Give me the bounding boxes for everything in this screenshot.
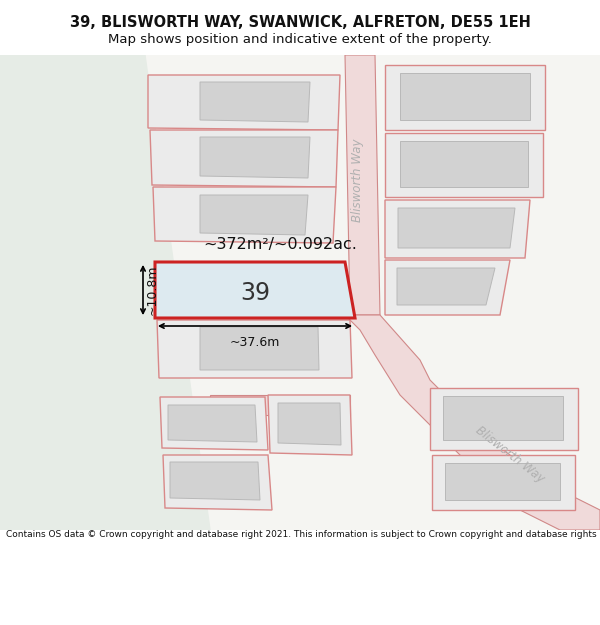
Text: Map shows position and indicative extent of the property.: Map shows position and indicative extent… [108,33,492,46]
Polygon shape [150,130,338,187]
Polygon shape [157,320,352,378]
Polygon shape [200,137,310,178]
Text: 39, BLISWORTH WAY, SWANWICK, ALFRETON, DE55 1EH: 39, BLISWORTH WAY, SWANWICK, ALFRETON, D… [70,15,530,30]
Polygon shape [345,315,600,530]
Text: ~372m²/~0.092ac.: ~372m²/~0.092ac. [203,238,357,252]
Polygon shape [155,262,355,318]
Polygon shape [153,187,336,243]
Polygon shape [168,405,257,442]
Polygon shape [268,395,352,455]
Polygon shape [397,268,495,305]
Polygon shape [430,388,578,450]
Polygon shape [163,455,272,510]
Text: Blisworth Way: Blisworth Way [352,138,365,222]
Polygon shape [398,208,515,248]
Text: ~37.6m: ~37.6m [230,336,280,349]
Polygon shape [443,396,563,440]
Polygon shape [160,397,268,450]
Polygon shape [210,395,350,415]
Polygon shape [385,133,543,197]
Polygon shape [170,462,260,500]
Text: Contains OS data © Crown copyright and database right 2021. This information is : Contains OS data © Crown copyright and d… [6,530,600,539]
Polygon shape [278,403,341,445]
Polygon shape [400,73,530,120]
Text: ~10.8m: ~10.8m [146,265,159,315]
Polygon shape [445,463,560,500]
Polygon shape [385,260,510,315]
Polygon shape [0,55,210,530]
Text: Blisworth Way: Blisworth Way [473,424,547,486]
Polygon shape [200,327,319,370]
Polygon shape [385,65,545,130]
Polygon shape [148,75,340,130]
Text: 39: 39 [240,281,270,305]
Polygon shape [200,82,310,122]
Polygon shape [400,141,528,187]
Polygon shape [385,200,530,258]
Polygon shape [432,455,575,510]
Polygon shape [345,55,380,315]
Polygon shape [200,195,308,235]
